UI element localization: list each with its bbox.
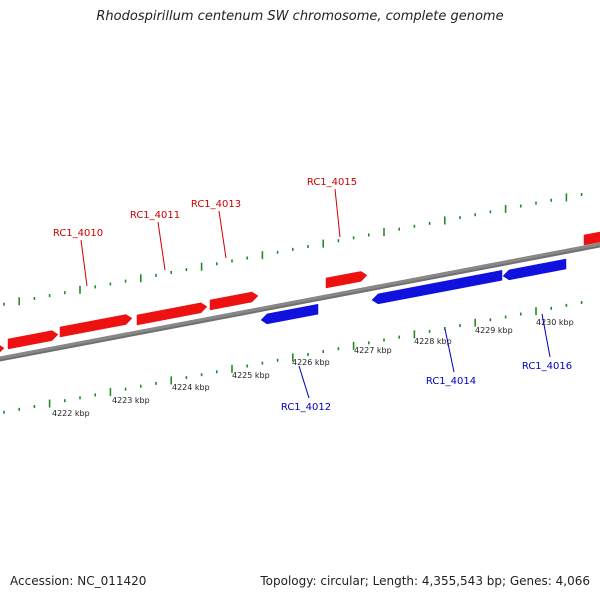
forward-gene-arrow xyxy=(59,314,133,338)
tick-label: 4223 kbp xyxy=(112,396,150,405)
forward-gene-label: RC1_4013 xyxy=(191,199,241,210)
reverse-gene-label: RC1_4012 xyxy=(281,402,331,413)
tick-label: 4224 kbp xyxy=(172,383,210,392)
forward-gene-label: RC1_4011 xyxy=(130,210,180,221)
forward-gene-arrow xyxy=(136,302,208,326)
genome-summary-text: Topology: circular; Length: 4,355,543 bp… xyxy=(260,574,590,588)
reverse-gene-label-leader xyxy=(444,328,455,373)
forward-gene-arrow xyxy=(209,291,259,311)
tick-label: 4222 kbp xyxy=(52,409,90,418)
forward-gene-label: RC1_4015 xyxy=(307,177,357,188)
tick-label: 4225 kbp xyxy=(232,371,270,380)
forward-gene-arrow xyxy=(325,271,368,289)
tick-label: 4228 kbp xyxy=(414,337,452,346)
backbone-line xyxy=(0,242,600,360)
reverse-gene-label: RC1_4016 xyxy=(522,361,572,372)
reverse-gene-arrow xyxy=(502,258,567,281)
forward-gene-label-leader xyxy=(157,221,166,271)
forward-gene-arrow xyxy=(583,231,600,246)
map-title: Rhodospirillum centenum SW chromosome, c… xyxy=(96,9,504,24)
tick-label: 4226 kbp xyxy=(292,358,330,367)
reverse-gene-arrow xyxy=(371,269,503,305)
reverse-gene-arrow xyxy=(260,303,319,325)
forward-gene-arrow xyxy=(0,345,5,353)
tick-label: 4230 kbp xyxy=(536,318,574,327)
accession-text: Accession: NC_011420 xyxy=(10,574,147,588)
reverse-gene-label: RC1_4014 xyxy=(426,376,476,387)
tick-label: 4229 kbp xyxy=(475,326,513,335)
reverse-gene-label-leader xyxy=(541,313,551,358)
forward-gene-label-leader xyxy=(334,188,341,238)
forward-gene-label-leader xyxy=(80,239,88,287)
forward-gene-arrow xyxy=(7,330,59,350)
tick-label: 4227 kbp xyxy=(354,346,392,355)
forward-gene-label: RC1_4010 xyxy=(53,228,103,239)
reverse-gene-label-leader xyxy=(298,365,310,399)
forward-gene-label-leader xyxy=(218,210,227,259)
